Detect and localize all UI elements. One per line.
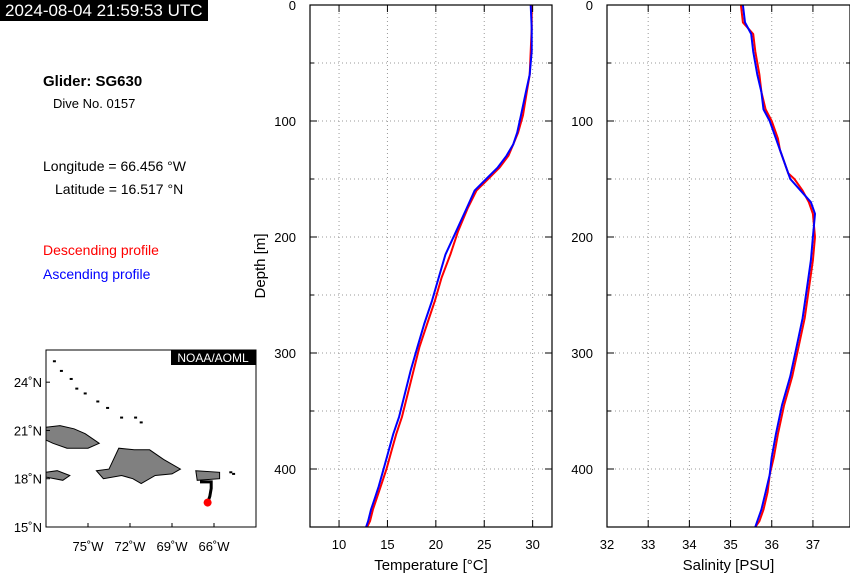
temperature-xtick-label: 20 [429,537,443,552]
island-mark [229,471,233,474]
map-lon-label: 69˚W [156,539,188,554]
location-map: NOAA/AOML 24˚N 21˚N 18˚N 15˚N 75˚W 72˚W 69˚W 66˚… [14,349,257,554]
dive-number: Dive No. 0157 [53,96,136,111]
salinity-ytick-label: 200 [571,230,593,245]
salinity-series-line [739,4,816,528]
longitude-label: Longitude = 66.456 °W [43,158,186,174]
timestamp: 2024-08-04 21:59:53 UTC [0,0,208,21]
island-mark [232,472,236,475]
cuba-landmass [45,425,101,449]
salinity-xlabel: Salinity [PSU] [683,557,775,574]
temperature-xtick-label: 15 [380,537,394,552]
temperature-xtick-label: 25 [477,537,491,552]
island-mark [59,369,63,372]
temperature-ytick-label: 0 [289,0,296,13]
temperature-chart: 0 100 200 300 400 10 15 20 25 30 Temperature [°C] D… [252,0,553,574]
glider-track [200,480,213,504]
salinity-xtick-label: 34 [682,537,696,552]
map-credit-box [171,350,256,365]
glider-position [203,498,212,507]
hispaniola-landmass [95,447,182,485]
salinity-chart: 0 100 200 300 400 32 33 34 35 36 37 Salinity [PSU] [571,0,850,574]
island-mark [96,400,100,403]
island-mark [139,421,143,424]
salinity-ytick-label: 300 [571,346,593,361]
temperature-xtick-label: 10 [332,537,346,552]
map-credit: NOAA/AOML [177,351,249,365]
salinity-ytick-label: 400 [571,462,593,477]
island-mark [106,406,110,409]
temperature-ytick-label: 200 [274,230,296,245]
temperature-xtick-label: 30 [525,537,539,552]
island-mark [120,416,124,419]
salinity-xtick-label: 37 [806,537,820,552]
latitude-label: Latitude = 16.517 °N [55,181,184,197]
salinity-series-line [741,4,816,528]
temperature-ytick-label: 300 [274,346,296,361]
temperature-series-line [366,5,533,528]
salinity-xtick-label: 36 [765,537,779,552]
temperature-ytick-label: 400 [274,462,296,477]
glider-label: Glider: SG630 [43,73,143,90]
island-mark [69,377,73,380]
salinity-xtick-label: 35 [723,537,737,552]
map-lon-label: 66˚W [198,539,230,554]
salinity-xtick-label: 33 [641,537,655,552]
temperature-ytick-label: 100 [274,114,296,129]
map-lat-label: 15˚N [14,520,42,535]
map-lon-label: 75˚W [72,539,104,554]
legend-ascending: Ascending profile [43,266,151,282]
salinity-ytick-label: 100 [571,114,593,129]
map-lat-label: 18˚N [14,472,42,487]
map-lat-label: 21˚N [14,423,42,438]
island-mark [52,360,56,363]
map-frame [45,349,257,528]
island-mark [134,416,138,419]
temperature-xlabel: Temperature [°C] [374,557,488,574]
salinity-xtick-label: 32 [600,537,614,552]
temperature-ylabel: Depth [m] [252,233,269,298]
map-lat-label: 24˚N [14,375,42,390]
salinity-ytick-label: 0 [586,0,593,13]
temperature-frame [309,4,553,528]
temperature-series-line [365,4,533,528]
island-mark [75,387,79,390]
map-lon-label: 72˚W [114,539,146,554]
legend-descending: Descending profile [43,242,159,258]
salinity-frame [606,4,850,528]
island-mark [83,392,87,395]
puerto-rico-landmass [195,470,221,481]
